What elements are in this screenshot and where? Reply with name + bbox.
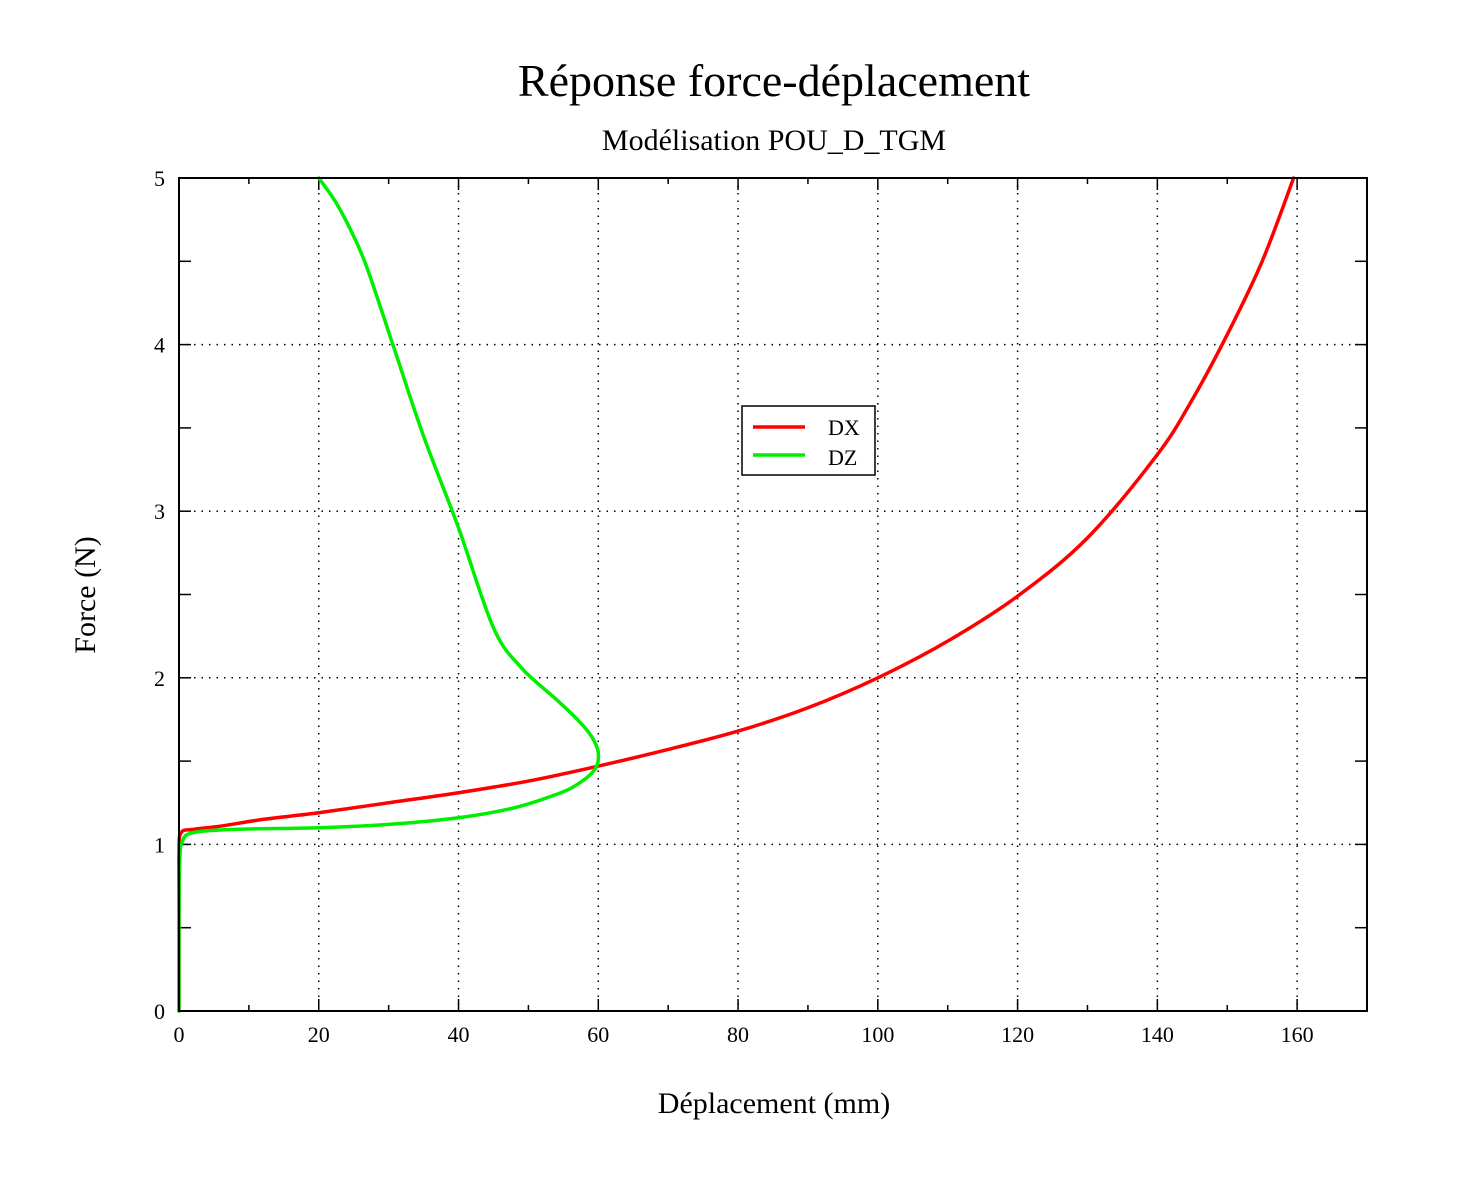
x-tick-label: 120 xyxy=(1001,1022,1034,1047)
x-axis-label: Déplacement (mm) xyxy=(658,1087,890,1120)
x-tick-label: 160 xyxy=(1281,1022,1314,1047)
y-tick-label: 5 xyxy=(154,166,165,191)
y-tick-label: 4 xyxy=(154,333,165,358)
y-tick-label: 0 xyxy=(154,999,165,1024)
y-tick-label: 3 xyxy=(154,499,165,524)
x-tick-label: 40 xyxy=(448,1022,470,1047)
chart-subtitle: Modélisation POU_D_TGM xyxy=(602,124,946,157)
x-tick-label: 60 xyxy=(587,1022,609,1047)
legend-label-dx: DX xyxy=(828,415,860,440)
x-tick-label: 0 xyxy=(174,1022,185,1047)
legend-box xyxy=(741,405,876,476)
x-tick-label: 100 xyxy=(861,1022,894,1047)
y-axis-label: Force (N) xyxy=(69,536,102,653)
tick-labels: 0 20 40 60 80 100 120 140 160 0 1 2 3 4 5 xyxy=(154,166,1314,1047)
y-tick-label: 2 xyxy=(154,666,165,691)
series xyxy=(177,176,1296,1013)
series-line-dx xyxy=(177,176,1296,1013)
grid xyxy=(179,178,1367,1011)
x-tick-label: 80 xyxy=(727,1022,749,1047)
legend-label-dz: DZ xyxy=(828,445,857,470)
series-line-dz xyxy=(177,176,601,1013)
chart-title: Réponse force-déplacement xyxy=(518,55,1030,106)
plot-frame xyxy=(178,177,1368,1012)
x-tick-label: 20 xyxy=(308,1022,330,1047)
legend: DX DZ xyxy=(741,405,876,476)
y-tick-label: 1 xyxy=(154,832,165,857)
x-tick-label: 140 xyxy=(1141,1022,1174,1047)
